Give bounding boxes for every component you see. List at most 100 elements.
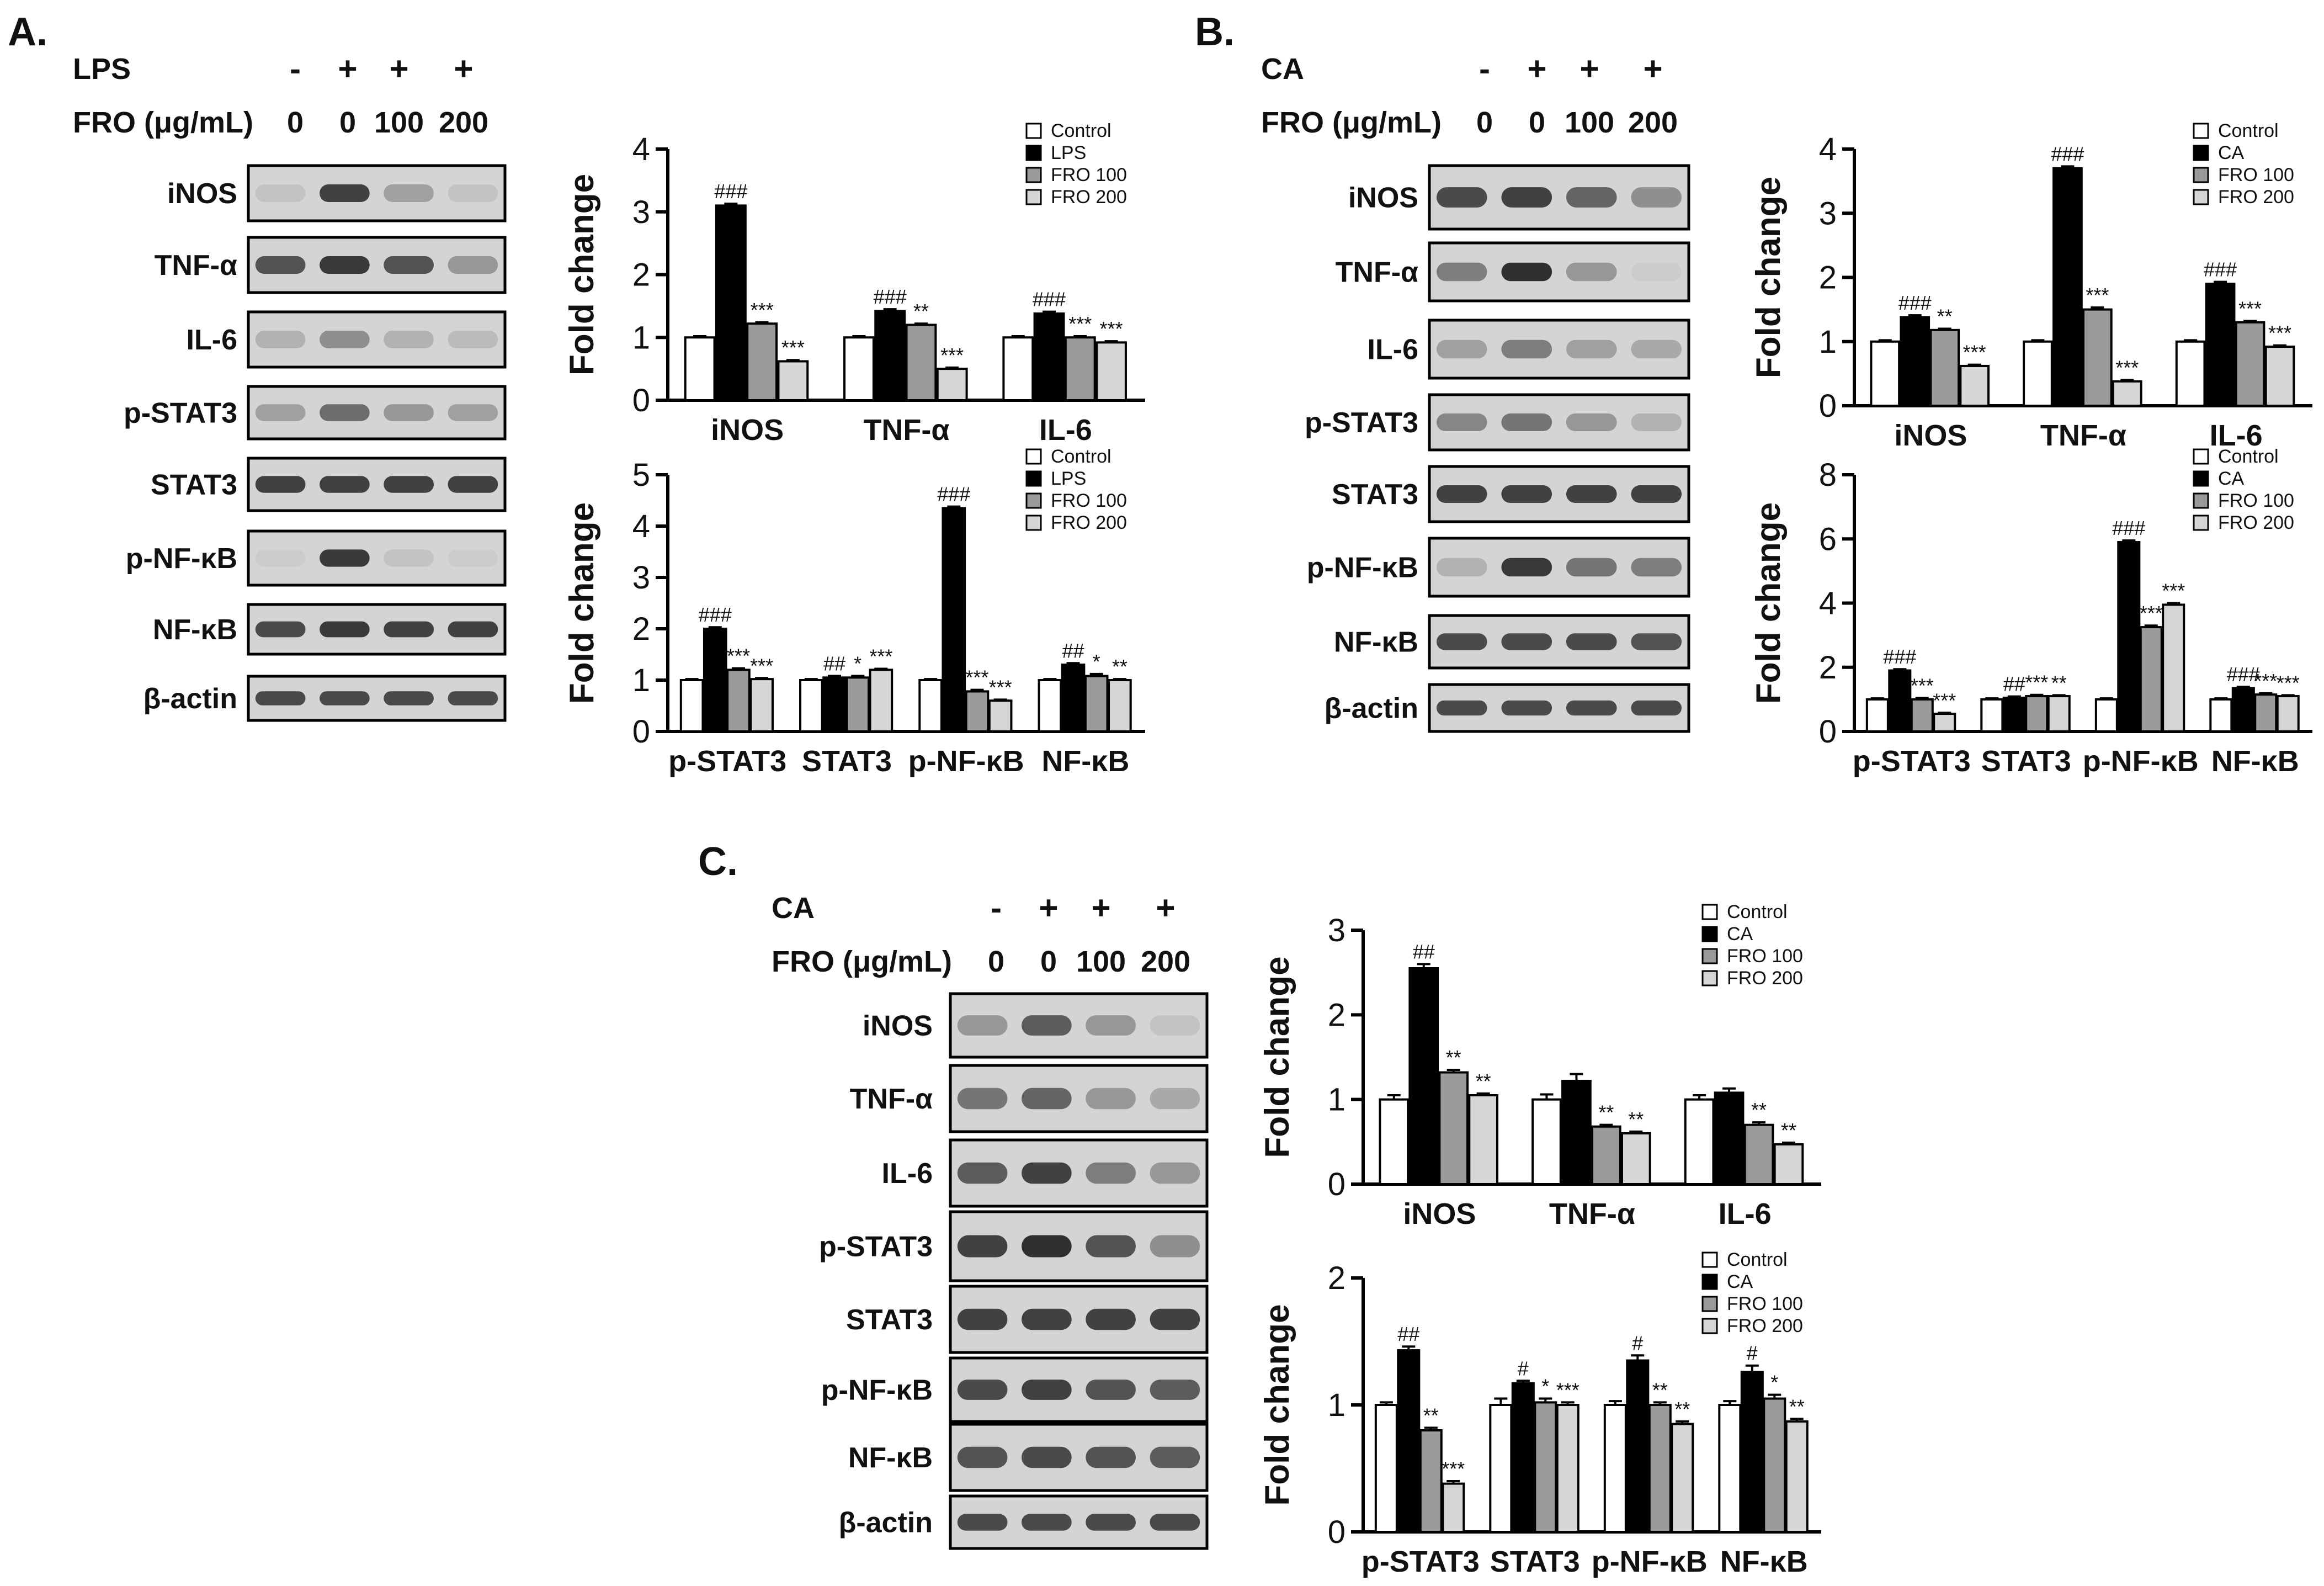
significance-label: *** [940,344,964,367]
blot-label: p-NF-κB [1307,552,1418,584]
blot-band-lane-2 [320,621,370,638]
blot-band-lane-2 [1501,558,1552,577]
blot-label: IL-6 [882,1158,933,1190]
blot-band-lane-1 [1436,413,1487,431]
significance-label: ** [1652,1378,1668,1401]
category-label: p-STAT3 [1362,1545,1480,1578]
stimulus-sign-lane-2: + [1039,889,1058,926]
blot-label: iNOS [167,178,237,210]
bar-stat3-fro-100 [845,676,870,733]
blot-band-lane-3 [1566,262,1617,282]
significance-label: *** [750,654,773,677]
y-tick-label: 4 [632,508,650,544]
bar-chart-c-cytokines: 0 1 2 3 Fold change ## ** ** iNOS ** ** TNF-α ** ** IL… [1258,901,1821,1230]
significance-label: ### [874,285,907,308]
blot-row-tnf: TNF-α [850,1064,1209,1133]
blot-row-nf-b: NF-κB [153,603,507,656]
bar-p-nf-b-fro-100 [1648,1404,1672,1533]
blot-band-lane-4 [1631,413,1682,431]
y-tick-label: 0 [1819,388,1837,424]
significance-label: * [1541,1375,1549,1398]
bar-il-6-ca [2205,283,2236,407]
blot-label: NF-κB [848,1442,933,1474]
bar-p-stat3-ca [1397,1349,1421,1534]
blot-row-actin: β-actin [143,675,507,722]
blot-band-lane-4 [1631,633,1682,650]
y-tick-label: 1 [1819,324,1837,360]
stimulus-sign-lane-2: + [1527,50,1546,87]
category-label: TNF-α [863,413,949,447]
significance-label: ### [2051,142,2084,165]
blot-band-lane-2 [1022,1446,1072,1468]
blot-label: iNOS [1348,182,1418,214]
blot-band-lane-1 [1436,262,1487,282]
legend-swatch-control [2193,123,2209,139]
significance-label: ## [1062,639,1084,662]
blot-band-lane-4 [1150,1446,1200,1468]
bar-tnf-fro-200 [2112,380,2142,407]
blot-label: TNF-α [155,250,237,282]
category-label: IL-6 [2210,419,2263,452]
category-label: STAT3 [1490,1545,1580,1578]
significance-label: ** [1789,1395,1805,1418]
bar-p-stat3-fro-100 [1419,1429,1443,1533]
bar-p-stat3-fro-200 [749,678,774,733]
blot-band-lane-4 [1150,1514,1200,1531]
bar-il-6-fro-200 [1095,341,1127,401]
legend-swatch-ca [1701,926,1718,942]
blot-band-lane-4 [1631,485,1682,503]
legend-swatch-lps [1025,145,1042,161]
blot-label: iNOS [863,1010,933,1042]
dose-label: FRO (μg/mL) [772,945,952,978]
blot-band-lane-3 [384,331,434,348]
blot-band-lane-3 [1086,1308,1136,1330]
category-label: p-STAT3 [1853,745,1971,778]
y-tick-label: 4 [632,131,650,167]
significance-label: *** [1556,1378,1580,1401]
significance-label: *** [1963,341,1986,364]
bar-nf-b-control [1718,1404,1742,1533]
blot-row-tnf: TNF-α [1336,241,1690,303]
blot-label: TNF-α [850,1083,933,1115]
significance-label: *** [2162,580,2185,602]
significance-label: ** [913,300,929,322]
bar-p-stat3-fro-100 [1910,698,1934,733]
legend-label-ca: CA [1727,1271,1753,1292]
blot-row-actin: β-actin [1325,683,1690,733]
significance-label: ### [2112,517,2145,539]
legend-label-control: Control [1051,446,1112,467]
y-tick-label: 1 [632,320,650,356]
blot-band-lane-4 [448,621,498,638]
bar-il-6-control [2175,340,2206,407]
significance-label: *** [2277,671,2300,694]
blot-band-lane-1 [1436,633,1487,650]
blot-band-lane-4 [1150,1308,1200,1330]
stimulus-sign-lane-3: + [1091,889,1110,926]
bar-nf-b-lps [1061,664,1086,733]
blot-band-lane-1 [1436,700,1487,716]
bar-p-stat3-control [679,679,704,733]
stimulus-label: CA [772,892,815,925]
bar-il-6-lps [1033,312,1065,402]
bar-p-stat3-fro-200 [1442,1482,1465,1534]
category-label: NF-κB [2211,745,2299,778]
blot-row-inos: iNOS [863,992,1209,1059]
blot-row-il-6: IL-6 [1368,319,1690,380]
blot-band-lane-2 [1022,1088,1072,1110]
blot-label: p-STAT3 [124,397,237,429]
blot-band-lane-3 [1566,633,1617,650]
blot-band-lane-2 [1022,1235,1072,1258]
blot-row-nf-b: NF-κB [848,1423,1209,1492]
legend-swatch-control [1025,448,1042,465]
blot-band-lane-2 [1022,1015,1072,1036]
bar-tnf-fro-200 [1620,1132,1651,1185]
blot-band-lane-4 [448,404,498,421]
blot-band-lane-1 [255,331,306,348]
bar-tnf-fro-100 [2082,308,2113,407]
y-tick-label: 3 [632,194,650,230]
blot-band-lane-2 [1501,187,1552,208]
